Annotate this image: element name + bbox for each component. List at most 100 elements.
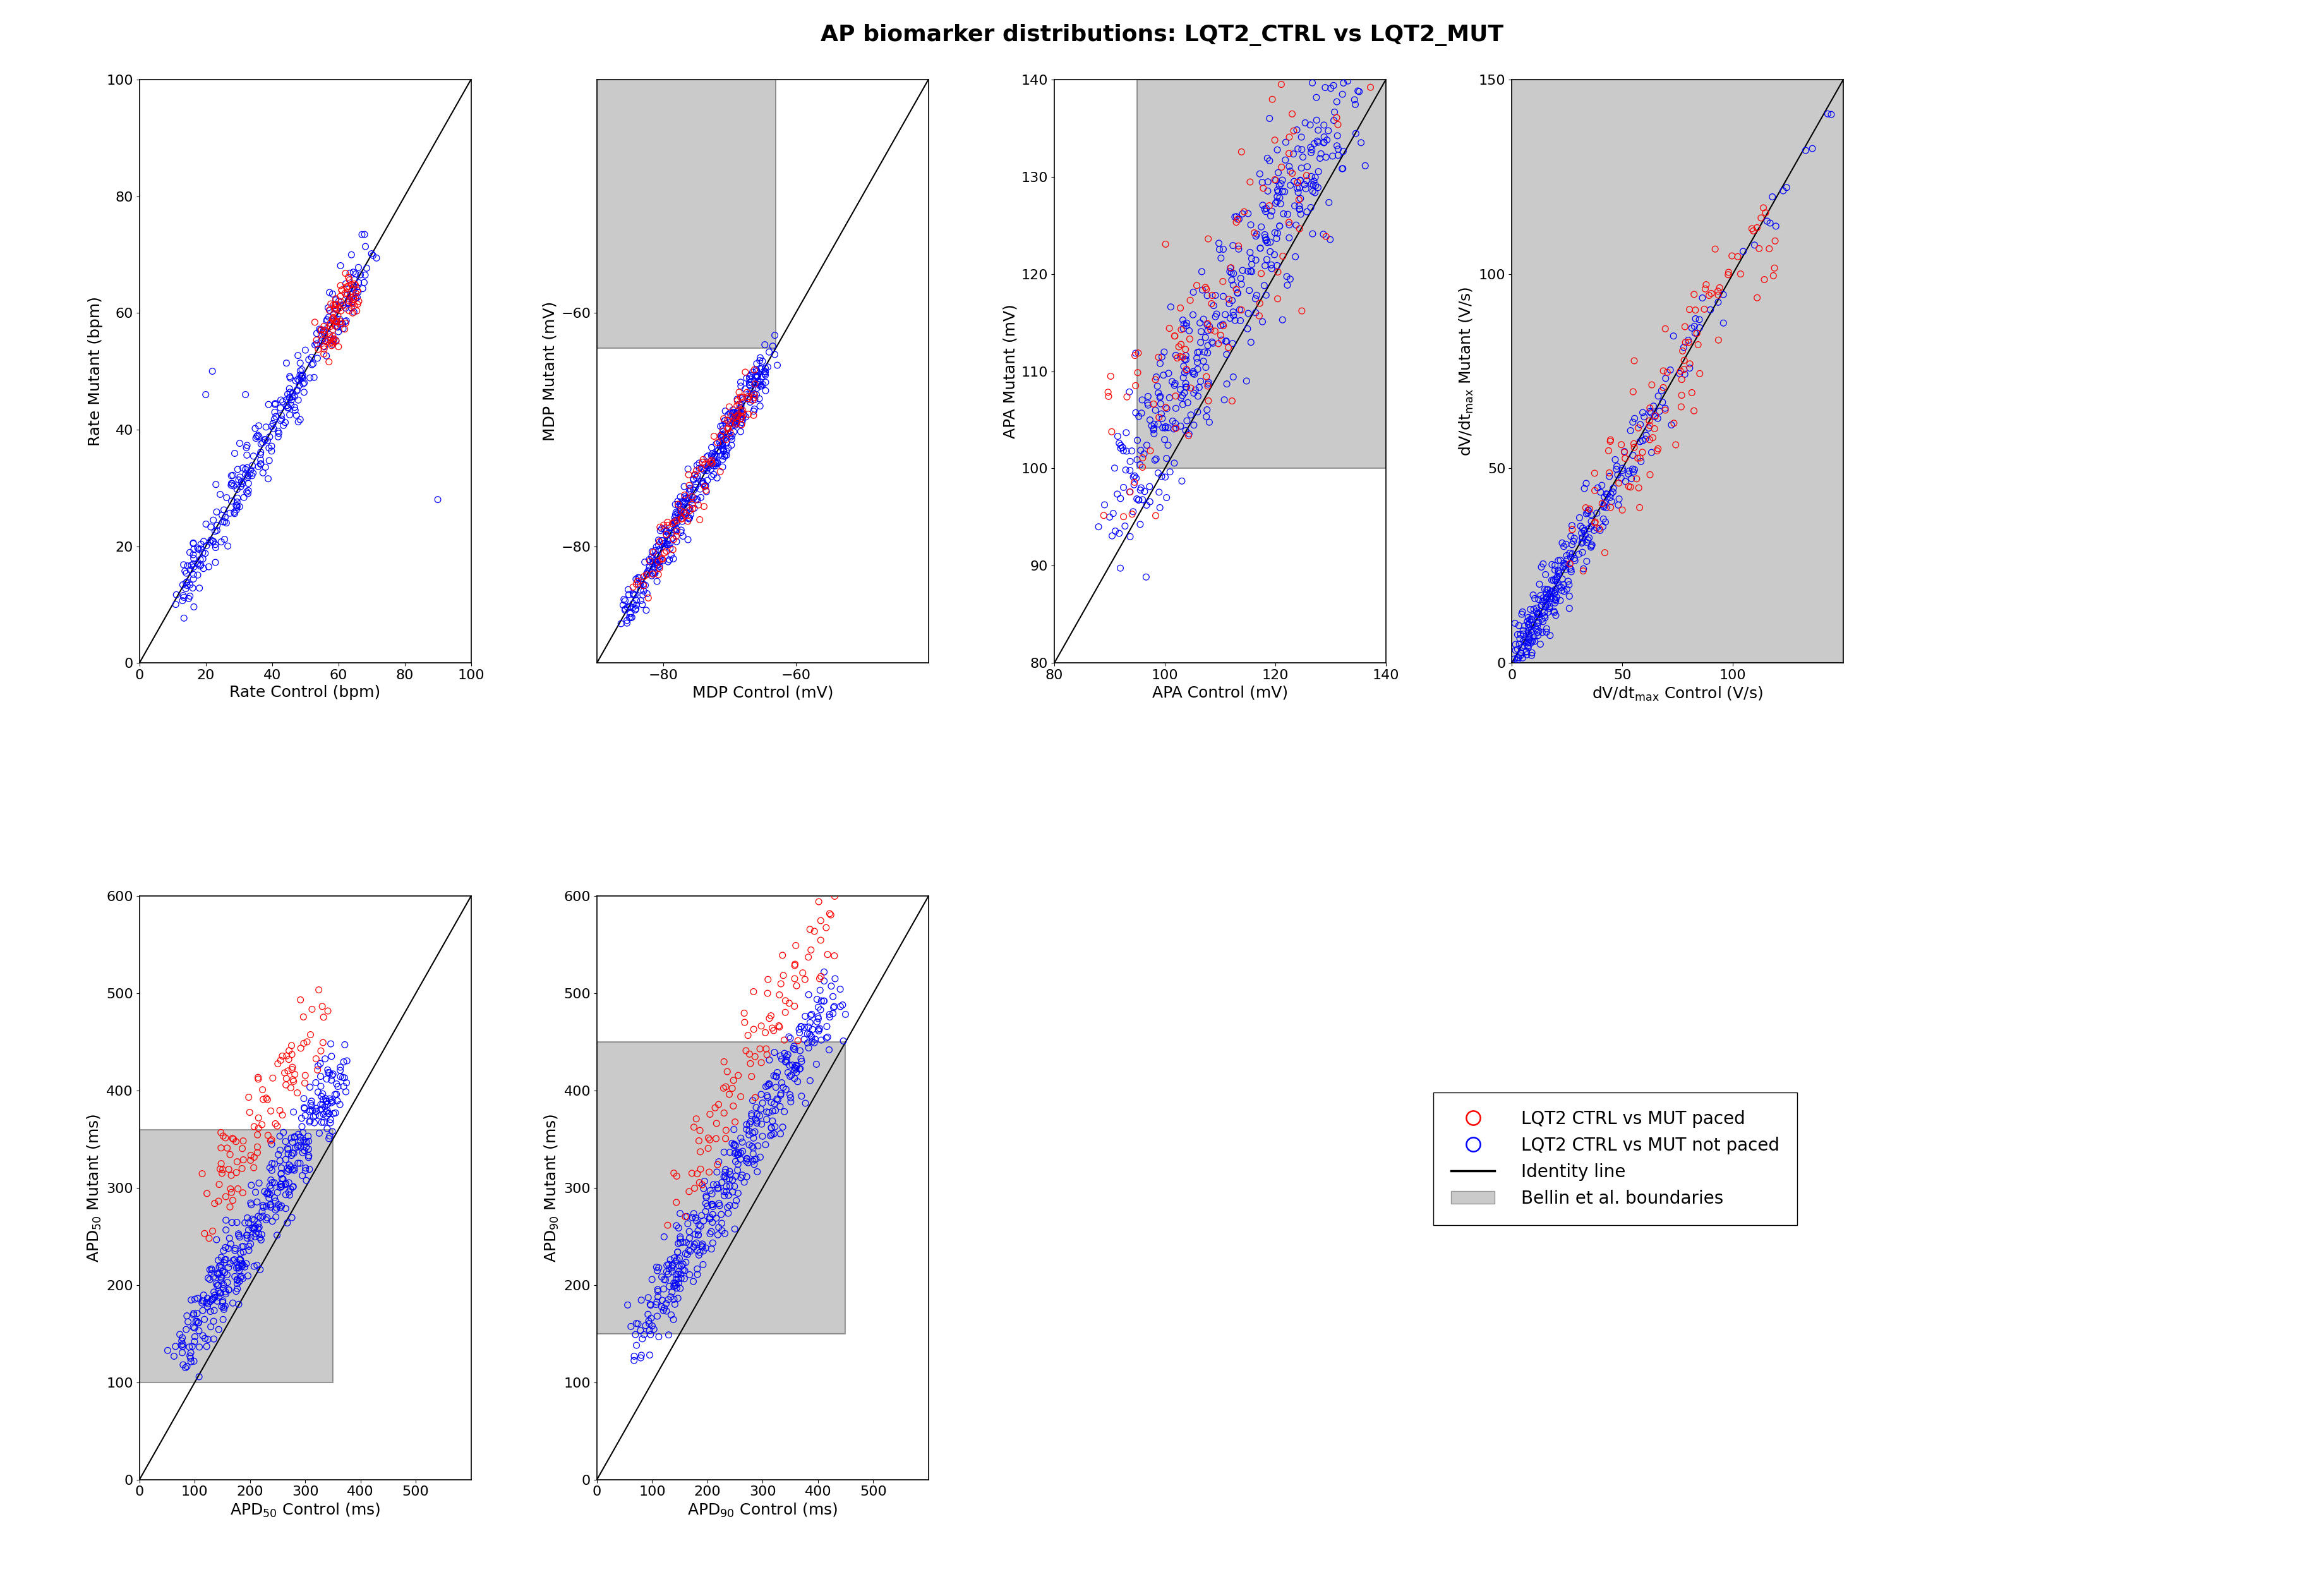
Point: [632, 1317, 669, 1343]
Point: [218, 1176, 256, 1201]
Point: [802, 908, 839, 934]
Point: [639, 1289, 676, 1314]
Point: [277, 383, 314, 409]
Point: [316, 288, 353, 313]
Point: [318, 328, 356, 353]
Point: [1283, 186, 1320, 212]
Point: [1120, 360, 1157, 385]
Point: [693, 457, 730, 482]
Point: [1278, 170, 1315, 196]
Point: [648, 512, 686, 538]
Point: [339, 291, 376, 317]
Point: [693, 1192, 730, 1217]
Point: [739, 364, 776, 390]
Point: [270, 1211, 307, 1236]
Point: [667, 503, 704, 528]
Point: [281, 407, 318, 433]
Point: [676, 463, 713, 488]
Point: [311, 280, 349, 305]
Point: [706, 407, 744, 433]
Point: [314, 1063, 351, 1088]
Point: [651, 1252, 688, 1278]
Point: [611, 605, 648, 630]
Point: [1218, 204, 1255, 229]
Point: [1543, 566, 1580, 592]
Point: [1225, 258, 1262, 283]
Point: [218, 457, 256, 482]
Point: [741, 374, 779, 399]
Point: [1218, 277, 1255, 302]
Point: [716, 406, 753, 431]
Point: [686, 1176, 723, 1201]
Point: [662, 1265, 700, 1290]
Point: [258, 1114, 295, 1139]
Point: [1136, 412, 1174, 438]
Point: [239, 1066, 277, 1091]
Point: [667, 488, 704, 514]
Point: [309, 294, 346, 320]
Point: [648, 509, 686, 535]
Point: [1752, 210, 1789, 235]
Point: [1536, 579, 1573, 605]
Point: [662, 484, 700, 509]
Point: [1122, 476, 1160, 501]
Point: [1573, 501, 1611, 527]
Point: [325, 309, 363, 334]
Point: [713, 433, 751, 458]
Point: [669, 1243, 706, 1268]
Point: [655, 546, 693, 571]
Point: [1622, 430, 1659, 455]
Point: [1171, 288, 1208, 313]
Point: [1183, 318, 1220, 344]
Point: [672, 1179, 709, 1204]
Point: [209, 1255, 246, 1281]
Point: [665, 1252, 702, 1278]
Point: [718, 1139, 755, 1165]
Point: [221, 1258, 258, 1284]
Point: [713, 401, 751, 426]
Point: [202, 1265, 239, 1290]
Point: [1139, 345, 1176, 371]
Point: [753, 1109, 790, 1134]
Point: [1278, 118, 1315, 143]
Point: [284, 1163, 321, 1188]
Point: [1534, 568, 1571, 593]
Point: [1174, 280, 1211, 305]
Point: [734, 360, 772, 385]
Point: [658, 501, 695, 527]
Point: [1271, 210, 1308, 235]
Point: [1508, 638, 1545, 663]
X-axis label: APD$_{90}$ Control (ms): APD$_{90}$ Control (ms): [688, 1502, 839, 1519]
Point: [672, 501, 709, 527]
Point: [1220, 280, 1257, 305]
Point: [716, 412, 753, 438]
Point: [644, 515, 681, 541]
Point: [221, 1265, 258, 1290]
Point: [627, 562, 665, 587]
Point: [211, 1231, 249, 1257]
Point: [1655, 410, 1692, 436]
Point: [611, 605, 648, 630]
Point: [281, 358, 318, 383]
Point: [667, 1249, 704, 1274]
Point: [779, 1069, 816, 1095]
Point: [1283, 137, 1320, 162]
Point: [1236, 301, 1274, 326]
Point: [1185, 307, 1222, 333]
Point: [799, 994, 837, 1020]
Point: [307, 1095, 344, 1120]
Point: [1099, 423, 1136, 449]
Point: [625, 573, 662, 598]
Point: [286, 337, 323, 363]
Point: [221, 1255, 258, 1281]
Point: [1527, 587, 1564, 613]
Point: [165, 606, 202, 632]
Point: [281, 1128, 318, 1153]
Point: [1525, 609, 1562, 635]
Point: [263, 1174, 300, 1200]
Point: [755, 1039, 792, 1064]
Point: [676, 1231, 713, 1257]
Point: [1594, 476, 1631, 501]
Point: [304, 320, 342, 345]
Point: [1697, 237, 1734, 263]
